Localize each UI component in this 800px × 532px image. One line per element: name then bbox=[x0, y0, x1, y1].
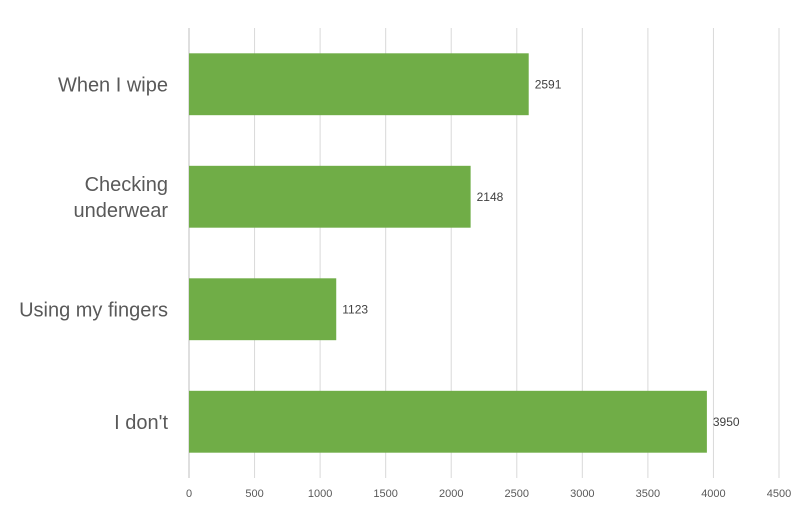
bar bbox=[189, 53, 529, 116]
category-label: Using my fingers bbox=[19, 299, 168, 321]
data-label: 3950 bbox=[713, 415, 740, 429]
x-tick-label: 0 bbox=[186, 488, 192, 500]
bar bbox=[189, 278, 337, 341]
x-tick-label: 4000 bbox=[701, 488, 725, 500]
x-tick-label: 1000 bbox=[308, 488, 332, 500]
category-label: Checking underwear bbox=[73, 174, 168, 222]
x-tick-label: 2000 bbox=[439, 488, 463, 500]
x-tick-label: 2500 bbox=[505, 488, 529, 500]
data-label: 2148 bbox=[477, 190, 504, 204]
x-tick-label: 1500 bbox=[373, 488, 397, 500]
bar bbox=[189, 165, 471, 228]
x-tick-label: 3500 bbox=[636, 488, 660, 500]
data-label: 1123 bbox=[342, 302, 368, 316]
category-label: I don't bbox=[114, 412, 168, 434]
x-tick-label: 500 bbox=[245, 488, 263, 500]
data-label: 2591 bbox=[535, 77, 562, 91]
bar bbox=[189, 390, 707, 453]
category-label: When I wipe bbox=[58, 74, 168, 96]
x-tick-label: 4500 bbox=[767, 488, 791, 500]
category-labels: When I wipe Checking underwear Using my fin… bbox=[19, 74, 168, 434]
x-axis-tick-labels: 0 500 1000 1500 2000 2500 3000 3500 4000 4500 bbox=[186, 488, 791, 500]
bars bbox=[189, 53, 707, 453]
data-labels: 2591 2148 1123 3950 bbox=[342, 77, 740, 429]
x-tick-label: 3000 bbox=[570, 488, 594, 500]
